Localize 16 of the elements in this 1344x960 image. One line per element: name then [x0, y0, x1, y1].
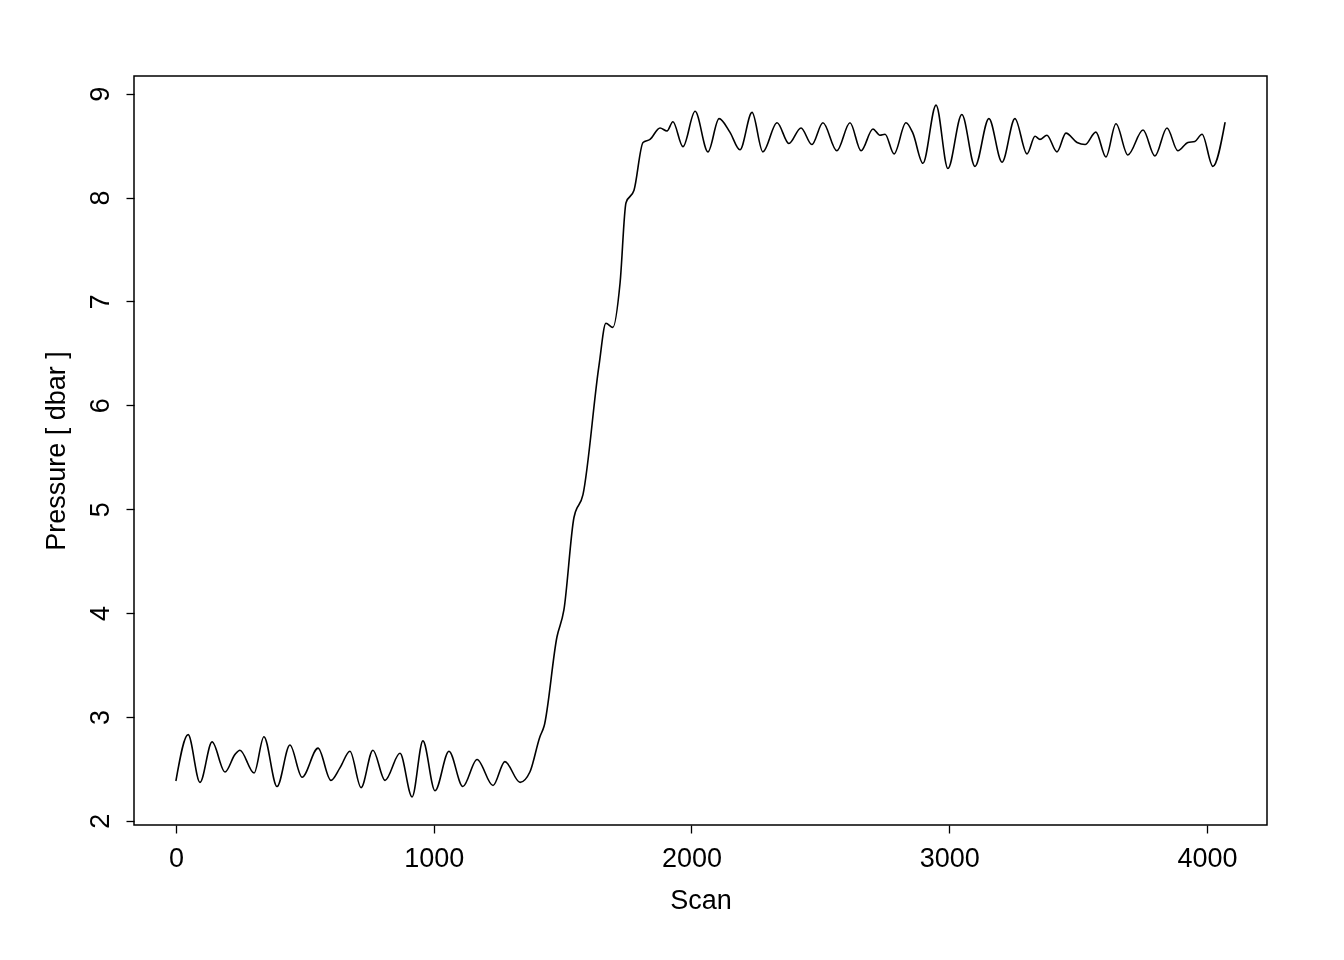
x-tick-label: 3000 [919, 842, 980, 873]
y-tick-label: 4 [84, 606, 115, 622]
y-tick-label: 3 [84, 709, 115, 725]
y-axis-title: Pressure [ dbar ] [40, 351, 71, 551]
x-axis-title: Scan [670, 884, 732, 915]
y-tick-label: 2 [84, 813, 115, 829]
y-tick-label: 7 [84, 294, 115, 310]
y-tick-label: 5 [84, 502, 115, 518]
x-tick-label: 4000 [1177, 842, 1238, 873]
y-tick-label: 8 [84, 190, 115, 206]
x-tick-label: 1000 [404, 842, 465, 873]
x-tick-label: 2000 [661, 842, 723, 873]
x-tick-label: 0 [169, 842, 185, 873]
y-tick-label: 6 [84, 398, 115, 414]
line-series [175, 104, 1226, 798]
y-tick-label: 9 [84, 86, 115, 102]
